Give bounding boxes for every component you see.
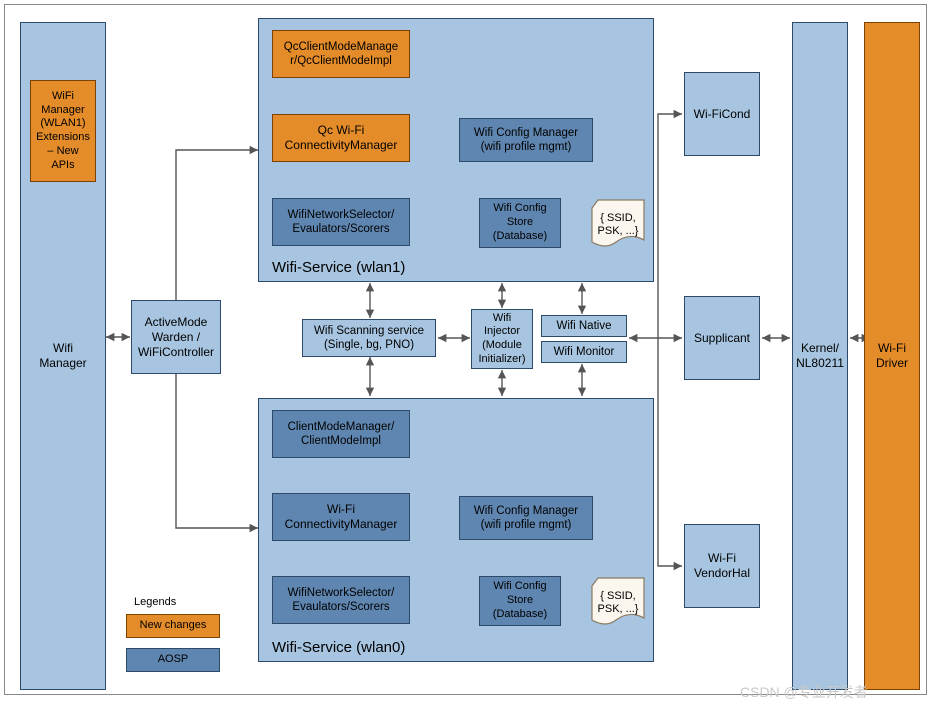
diagram-canvas: Wifi Manager WiFi Manager (WLAN1) Extens… <box>0 0 935 707</box>
scanning-label: Wifi Scanning service (Single, bg, PNO) <box>314 324 424 353</box>
vendorhal-label: Wi-Fi VendorHal <box>694 551 750 581</box>
driver-label: Wi-Fi Driver <box>876 341 908 371</box>
native-label: Wifi Native <box>557 319 612 333</box>
wlan0-ssid-doc: { SSID, PSK, ...} <box>590 580 646 620</box>
wifi-injector: Wifi Injector (Module Initializer) <box>471 309 533 369</box>
qc-clientmode-label: QcClientModeManage r/QcClientModeImpl <box>284 40 398 69</box>
supplicant-label: Supplicant <box>694 331 750 346</box>
wificond-label: Wi-FiCond <box>694 107 751 122</box>
wlan1-selector-label: WifiNetworkSelector/ Evaulators/Scorers <box>288 208 395 237</box>
wlan1-config-store: Wifi Config Store (Database) <box>479 198 561 248</box>
wlan1-ssid-doc: { SSID, PSK, ...} <box>590 202 646 242</box>
injector-label: Wifi Injector (Module Initializer) <box>478 312 525 367</box>
qc-connectivity: Qc Wi-Fi ConnectivityManager <box>272 114 410 162</box>
wlan0-ssid-label: { SSID, PSK, ...} <box>598 590 639 615</box>
vendorhal: Wi-Fi VendorHal <box>684 524 760 608</box>
wlan1-ssid-label: { SSID, PSK, ...} <box>598 212 639 237</box>
wlan1-extensions: WiFi Manager (WLAN1) Extensions – New AP… <box>30 80 96 182</box>
activemode-label: ActiveMode Warden / WiFiController <box>138 315 214 360</box>
qc-clientmode: QcClientModeManage r/QcClientModeImpl <box>272 30 410 78</box>
wifi-scanning-service: Wifi Scanning service (Single, bg, PNO) <box>302 319 436 357</box>
wlan0-configstore-label: Wifi Config Store (Database) <box>493 580 547 621</box>
wlan0-selector: WifiNetworkSelector/ Evaulators/Scorers <box>272 576 410 624</box>
legend-aosp-label: AOSP <box>158 653 189 667</box>
wlan0-conn-label: Wi-Fi ConnectivityManager <box>285 502 398 532</box>
wifi-manager-label: Wifi Manager <box>39 341 86 371</box>
legend-new-changes: New changes <box>126 614 220 638</box>
wifi-driver: Wi-Fi Driver <box>864 22 920 690</box>
wlan0-title: Wifi-Service (wlan0) <box>272 639 405 656</box>
kernel-label: Kernel/ NL80211 <box>796 341 844 371</box>
legend-new-label: New changes <box>140 619 207 633</box>
wlan1-selector: WifiNetworkSelector/ Evaulators/Scorers <box>272 198 410 246</box>
extensions-label: WiFi Manager (WLAN1) Extensions – New AP… <box>35 90 91 173</box>
wifi-native: Wifi Native <box>541 315 627 337</box>
wifi-monitor: Wifi Monitor <box>541 341 627 363</box>
monitor-label: Wifi Monitor <box>554 345 615 359</box>
wificond: Wi-FiCond <box>684 72 760 156</box>
watermark-text: CSDN @专业开发者 <box>740 682 868 702</box>
wlan0-clientmode: ClientModeManager/ ClientModeImpl <box>272 410 410 458</box>
wlan0-connectivity: Wi-Fi ConnectivityManager <box>272 493 410 541</box>
supplicant: Supplicant <box>684 296 760 380</box>
wlan1-title: Wifi-Service (wlan1) <box>272 259 405 276</box>
legend-title: Legends <box>134 596 176 608</box>
wlan0-client-label: ClientModeManager/ ClientModeImpl <box>288 420 395 449</box>
qc-conn-label: Qc Wi-Fi ConnectivityManager <box>285 123 398 153</box>
wlan1-configstore-label: Wifi Config Store (Database) <box>493 202 547 243</box>
wlan0-config-manager: Wifi Config Manager (wifi profile mgmt) <box>459 496 593 540</box>
wlan0-selector-label: WifiNetworkSelector/ Evaulators/Scorers <box>288 586 395 615</box>
wlan0-configmgr-label: Wifi Config Manager (wifi profile mgmt) <box>474 504 578 533</box>
legend-aosp: AOSP <box>126 648 220 672</box>
kernel-nl80211: Kernel/ NL80211 <box>792 22 848 690</box>
wlan1-config-manager: Wifi Config Manager (wifi profile mgmt) <box>459 118 593 162</box>
activemode-warden: ActiveMode Warden / WiFiController <box>131 300 221 374</box>
wlan0-config-store: Wifi Config Store (Database) <box>479 576 561 626</box>
wlan1-configmgr-label: Wifi Config Manager (wifi profile mgmt) <box>474 126 578 155</box>
